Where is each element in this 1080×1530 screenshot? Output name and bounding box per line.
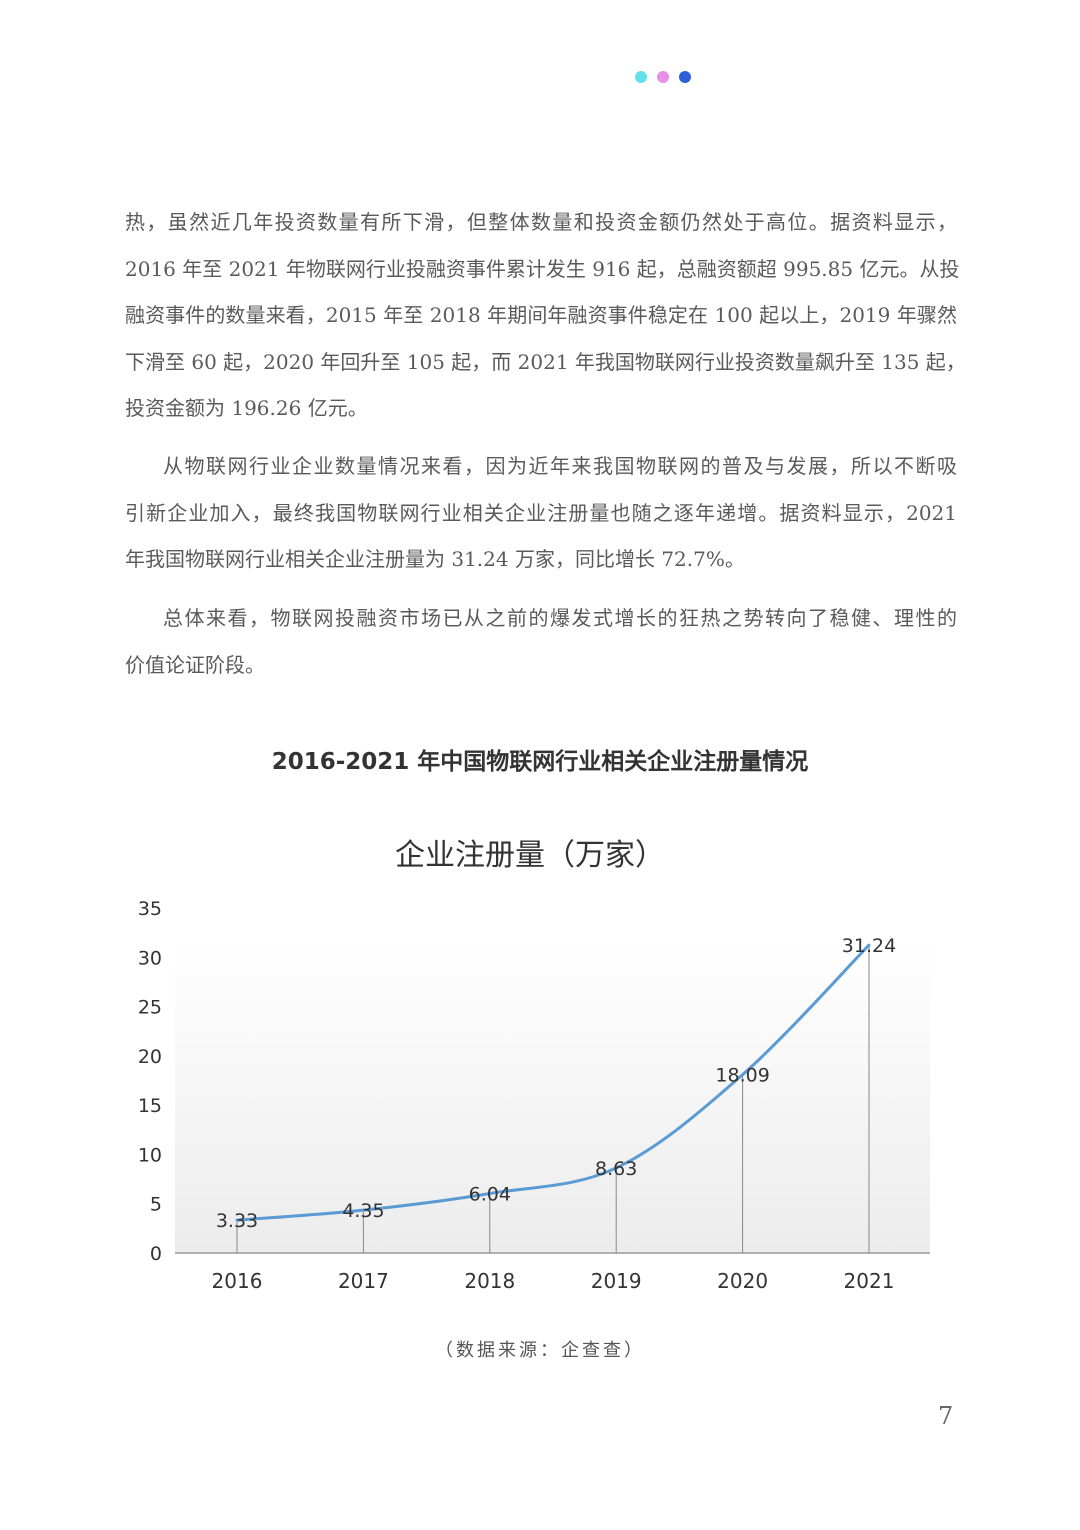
- data-label: 3.33: [216, 1210, 258, 1232]
- y-tick-label: 10: [138, 1144, 162, 1166]
- text-line: 价值论证阶段。: [125, 652, 265, 677]
- y-tick-label: 30: [138, 947, 162, 969]
- data-label: 6.04: [469, 1183, 511, 1205]
- text-line: 总体来看，物联网投融资市场已从之前的爆发式增长的狂热之势转向了稳健、理性的: [163, 606, 957, 630]
- text-line: 下滑至 60 起，2020 年回升至 105 起，而 2021 年我国物联网行业…: [125, 349, 966, 374]
- series-line: [236, 944, 871, 1222]
- paragraph-3: 总体来看，物联网投融资市场已从之前的爆发式增长的狂热之势转向了稳健、理性的价值论…: [125, 595, 957, 688]
- data-label: 8.63: [595, 1158, 637, 1180]
- text-line: 投资金额为 196.26 亿元。: [125, 396, 368, 420]
- data-label: 31.24: [842, 935, 896, 957]
- data-label: 4.35: [342, 1200, 384, 1222]
- x-tick-label: 2016: [212, 1269, 263, 1293]
- data-point: [488, 1191, 492, 1195]
- chart-title: 企业注册量（万家）: [395, 838, 665, 873]
- dot-cyan: [635, 71, 647, 83]
- y-tick-label: 5: [150, 1194, 162, 1216]
- x-tick-label: 2017: [338, 1269, 389, 1293]
- paragraph-2: 从物联网行业企业数量情况来看，因为近年来我国物联网的普及与发展，所以不断吸引新企…: [125, 443, 957, 583]
- y-tick-label: 25: [138, 997, 162, 1019]
- data-point: [235, 1218, 239, 1222]
- y-tick-label: 15: [138, 1095, 162, 1117]
- figure-title: 2016-2021 年中国物联网行业相关企业注册量情况: [271, 749, 809, 775]
- plot-background: [175, 940, 930, 1253]
- text-line: 融资事件的数量来看，2015 年至 2018 年期间年融资事件稳定在 100 起…: [125, 303, 957, 327]
- y-tick-label: 35: [138, 898, 162, 920]
- decorative-dots: [635, 71, 691, 83]
- data-point: [361, 1208, 365, 1212]
- text-line: 引新企业加入，最终我国物联网行业相关企业注册量也随之逐年递增。据资料显示，202…: [125, 500, 957, 525]
- x-tick-label: 2020: [717, 1269, 768, 1293]
- y-tick-label: 20: [138, 1046, 162, 1068]
- text-line: 热，虽然近几年投资数量有所下滑，但整体数量和投资金额仍然处于高位。据资料显示，: [125, 210, 957, 234]
- paragraph-1: 热，虽然近几年投资数量有所下滑，但整体数量和投资金额仍然处于高位。据资料显示， 2…: [125, 199, 966, 432]
- data-label: 18.09: [715, 1065, 769, 1087]
- text-line: 从物联网行业企业数量情况来看，因为近年来我国物联网的普及与发展，所以不断吸: [163, 454, 957, 478]
- data-point: [867, 943, 871, 947]
- text-line: 年我国物联网行业相关企业注册量为 31.24 万家，同比增长 72.7%。: [125, 547, 745, 571]
- line-chart: 企业注册量（万家） 0 5 10 15 20 25 30 35 2016 2017 2018 2019…: [138, 838, 930, 1293]
- data-point: [614, 1166, 618, 1170]
- dot-pink: [657, 71, 669, 83]
- data-point: [741, 1073, 745, 1077]
- x-tick-label: 2018: [464, 1269, 515, 1293]
- x-tick-label: 2021: [844, 1269, 895, 1293]
- x-tick-label: 2019: [591, 1269, 642, 1293]
- y-tick-label: 0: [150, 1243, 162, 1265]
- data-source: （数据来源：企查查）: [435, 1340, 645, 1361]
- dot-blue: [679, 71, 691, 83]
- page-number: 7: [938, 1402, 954, 1430]
- text-line: 2016 年至 2021 年物联网行业投融资事件累计发生 916 起，总融资额超…: [125, 256, 960, 281]
